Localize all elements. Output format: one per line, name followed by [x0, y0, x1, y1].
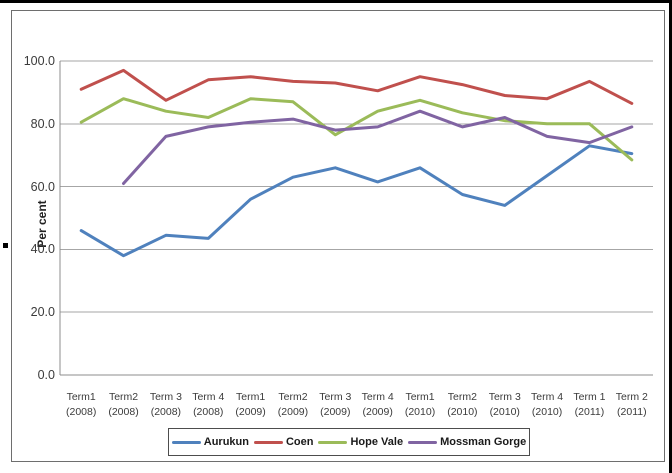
- x-category-year: (2010): [489, 405, 520, 418]
- x-category-year: (2009): [277, 405, 309, 418]
- x-category-term: Term 4: [361, 391, 394, 403]
- x-category-label: Term1 (2010): [397, 390, 443, 419]
- x-category-term: Term 3: [149, 391, 182, 403]
- legend-label: Hope Vale: [350, 436, 404, 448]
- x-category-year: (2008): [65, 405, 97, 418]
- x-category-year: (2010): [531, 405, 563, 418]
- x-category-label: Term 4 (2008): [185, 390, 231, 419]
- x-category-label: Term 3 (2010): [482, 390, 528, 419]
- x-category-term: Term1: [66, 391, 96, 403]
- series-line-coen: [79, 68, 634, 105]
- y-tick-label: 100.0: [23, 54, 55, 68]
- y-tick-label: 20.0: [30, 305, 55, 320]
- x-category-label: Term2 (2009): [270, 390, 316, 419]
- x-category-year: (2009): [362, 405, 393, 418]
- x-category-term: Term1: [405, 391, 435, 403]
- legend-item-mossman-gorge: Mossman Gorge: [408, 436, 526, 448]
- legend-swatch-hope-vale: [318, 440, 348, 444]
- x-category-term: Term2: [108, 391, 139, 403]
- legend-swatch-coen: [253, 440, 283, 444]
- x-category-label: Term 2 (2011): [609, 390, 655, 419]
- x-category-label: Term 3 (2009): [312, 390, 358, 419]
- legend: Aurukun Coen Hope Vale Mossman Gorge: [168, 428, 530, 456]
- legend-item-coen: Coen: [253, 436, 314, 448]
- x-category-term: Term1: [236, 391, 266, 403]
- series-line-aurukun: [79, 144, 634, 258]
- chart-frame: [11, 10, 665, 462]
- right-border: [669, 0, 672, 473]
- x-category-term: Term 4: [192, 391, 225, 403]
- x-category-label: Term1 (2008): [58, 390, 104, 419]
- x-category-year: (2010): [447, 405, 478, 418]
- x-category-year: (2008): [150, 405, 182, 418]
- legend-label: Mossman Gorge: [440, 436, 527, 448]
- x-category-label: Term1 (2009): [228, 390, 274, 419]
- x-category-label: Term 4 (2009): [355, 390, 401, 419]
- y-tick-label: 0.0: [37, 368, 55, 382]
- x-category-label: Term2 (2008): [101, 390, 147, 419]
- x-category-term: Term 3: [488, 391, 521, 403]
- x-category-term: Term 2: [615, 391, 648, 403]
- x-category-label: Term 4 (2010): [524, 390, 570, 419]
- bullet-marker: [3, 243, 8, 248]
- legend-swatch-mossman-gorge: [408, 440, 438, 444]
- x-category-term: Term 4: [531, 391, 564, 403]
- legend-item-hope-vale: Hope Vale: [318, 436, 403, 448]
- x-category-year: (2011): [574, 405, 605, 418]
- x-category-term: Term2: [447, 391, 477, 403]
- x-category-term: Term2: [278, 391, 308, 403]
- y-tick-label: 60.0: [30, 179, 55, 194]
- legend-label: Aurukun: [203, 436, 249, 448]
- legend-item-aurukun: Aurukun: [171, 436, 249, 448]
- series-line-mossman-gorge: [122, 109, 634, 185]
- x-category-year: (2011): [617, 405, 647, 418]
- series-line-hope-vale: [79, 97, 634, 162]
- x-category-year: (2008): [193, 405, 224, 418]
- x-category-year: (2010): [404, 405, 436, 418]
- y-tick-label: 40.0: [30, 242, 55, 257]
- x-category-year: (2008): [108, 405, 139, 418]
- y-tick-label: 80.0: [30, 116, 55, 131]
- x-category-year: (2009): [320, 405, 351, 418]
- x-category-term: Term 1: [573, 391, 606, 403]
- x-category-term: Term 3: [319, 391, 352, 403]
- x-category-year: (2009): [235, 405, 266, 418]
- x-category-label: Term2 (2010): [439, 390, 485, 419]
- x-category-label: Term 3 (2008): [143, 390, 189, 419]
- legend-swatch-aurukun: [171, 440, 201, 444]
- x-category-label: Term 1 (2011): [566, 390, 612, 419]
- top-border: [0, 0, 672, 3]
- legend-label: Coen: [285, 436, 314, 448]
